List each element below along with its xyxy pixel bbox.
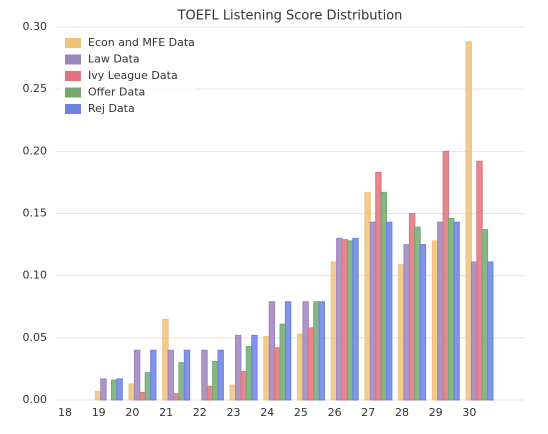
- x-tick-label: 26: [328, 406, 342, 419]
- y-tick-label: 0.00: [23, 393, 48, 406]
- bar: [251, 334, 258, 401]
- legend-label: Law Data: [88, 53, 140, 66]
- bar: [150, 349, 157, 401]
- bar: [128, 383, 135, 401]
- bar: [341, 239, 348, 401]
- y-tick-label: 0.05: [23, 331, 48, 344]
- x-tick-label: 27: [361, 406, 375, 419]
- x-tick-label: 22: [193, 406, 207, 419]
- bar: [139, 392, 146, 401]
- bar: [268, 301, 276, 401]
- bar: [229, 384, 237, 401]
- bar: [284, 301, 292, 401]
- bar: [162, 318, 169, 401]
- bar: [403, 244, 410, 401]
- bar: [437, 221, 444, 401]
- legend-label: Econ and MFE Data: [88, 36, 195, 49]
- legend-label: Offer Data: [88, 86, 145, 99]
- bar: [352, 237, 359, 401]
- bar: [414, 226, 421, 401]
- bar: [487, 261, 494, 401]
- bar: [183, 349, 191, 401]
- bar: [398, 263, 405, 401]
- legend-box: [60, 32, 195, 118]
- y-tick-label: 0.15: [23, 207, 48, 220]
- chart-title: TOEFL Listening Score Distribution: [177, 9, 403, 24]
- bar: [369, 221, 377, 401]
- bar: [465, 41, 472, 401]
- bar: [116, 378, 123, 401]
- bar: [178, 362, 185, 401]
- bar: [442, 150, 450, 401]
- bar: [133, 349, 141, 401]
- bar: [307, 327, 315, 401]
- x-tick-label: 24: [260, 406, 274, 419]
- bar: [380, 191, 387, 401]
- bar: [431, 240, 439, 401]
- bar: [240, 370, 247, 401]
- bar: [263, 336, 270, 401]
- legend-swatch: [65, 54, 81, 65]
- legend-swatch: [65, 87, 81, 98]
- bar: [336, 237, 343, 401]
- bar: [173, 393, 180, 401]
- bar: [419, 244, 427, 401]
- bar: [297, 333, 304, 401]
- legend-swatch: [65, 38, 81, 48]
- x-tick-label: 28: [395, 406, 409, 419]
- x-tick-label: 21: [159, 406, 173, 419]
- legend-label: Rej Data: [88, 102, 135, 115]
- y-tick-label: 0.25: [23, 82, 48, 95]
- y-tick-label: 0.20: [23, 144, 48, 157]
- bar: [245, 346, 253, 401]
- bar: [318, 301, 325, 401]
- bar: [346, 240, 354, 401]
- bar: [217, 349, 224, 401]
- bar: [94, 390, 102, 401]
- y-tick-label: 0.10: [23, 269, 48, 282]
- legend-label: Ivy League Data: [88, 69, 178, 82]
- bar: [167, 349, 175, 401]
- bar: [408, 213, 416, 401]
- bar: [476, 160, 483, 401]
- bar: [313, 301, 320, 401]
- bar: [206, 385, 214, 401]
- x-tick-label: 29: [429, 406, 443, 419]
- bar: [235, 334, 242, 401]
- bar: [470, 261, 478, 401]
- x-tick-label: 19: [92, 406, 106, 419]
- bar: [279, 323, 286, 401]
- bar: [481, 229, 489, 401]
- bar: [448, 217, 455, 401]
- y-tick-label: 0.30: [23, 20, 48, 33]
- x-tick-label: 20: [125, 406, 139, 419]
- legend-swatch: [65, 104, 81, 114]
- bar: [111, 379, 118, 401]
- bar: [385, 221, 393, 401]
- bar: [375, 171, 382, 401]
- bar: [274, 347, 281, 401]
- x-tick-label: 30: [462, 406, 476, 419]
- bar: [330, 261, 338, 401]
- bar: [302, 301, 309, 401]
- x-tick-label: 18: [58, 406, 72, 419]
- bar: [453, 221, 460, 401]
- x-tick-label: 23: [227, 406, 241, 419]
- bar: [201, 349, 208, 401]
- bar: [364, 191, 371, 401]
- bar: [144, 372, 152, 401]
- bar: [212, 360, 219, 401]
- bar: [100, 378, 107, 401]
- legend-swatch: [65, 71, 81, 81]
- x-tick-label: 25: [294, 406, 308, 419]
